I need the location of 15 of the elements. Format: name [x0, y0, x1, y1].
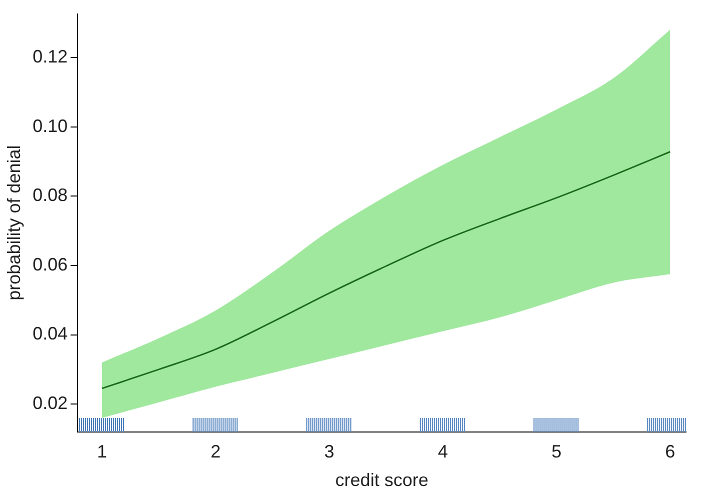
x-tick-label: 2 — [210, 442, 221, 462]
x-tick-label: 4 — [438, 442, 448, 462]
y-tick-label: 0.02 — [32, 393, 68, 414]
x-tick-label: 5 — [551, 442, 562, 462]
y-axis-title: probability of denial — [4, 145, 24, 300]
y-tick-label: 0.12 — [32, 46, 68, 66]
y-tick-label: 0.06 — [32, 254, 68, 274]
x-tick-label: 6 — [665, 442, 676, 462]
y-tick-label: 0.10 — [32, 116, 68, 136]
x-tick-label: 3 — [324, 442, 334, 462]
y-tick-label: 0.08 — [32, 185, 68, 206]
line-series — [101, 150, 671, 390]
x-axis-title: credit score — [335, 470, 428, 490]
y-tick-label: 0.04 — [32, 324, 68, 344]
x-tick-label: 1 — [96, 442, 107, 462]
